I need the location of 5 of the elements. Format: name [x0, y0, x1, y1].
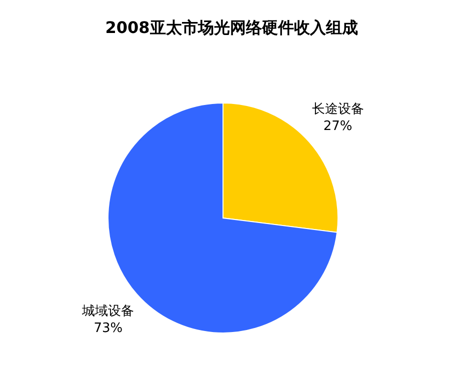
slice-label: 长途设备 [312, 102, 364, 117]
data-label: 73% [94, 321, 123, 336]
slice-label: 城域设备 [81, 304, 134, 320]
chart-title: 2008亚太市场光网络硬件收入组成 [104, 17, 359, 39]
data-label: 27% [323, 118, 352, 134]
